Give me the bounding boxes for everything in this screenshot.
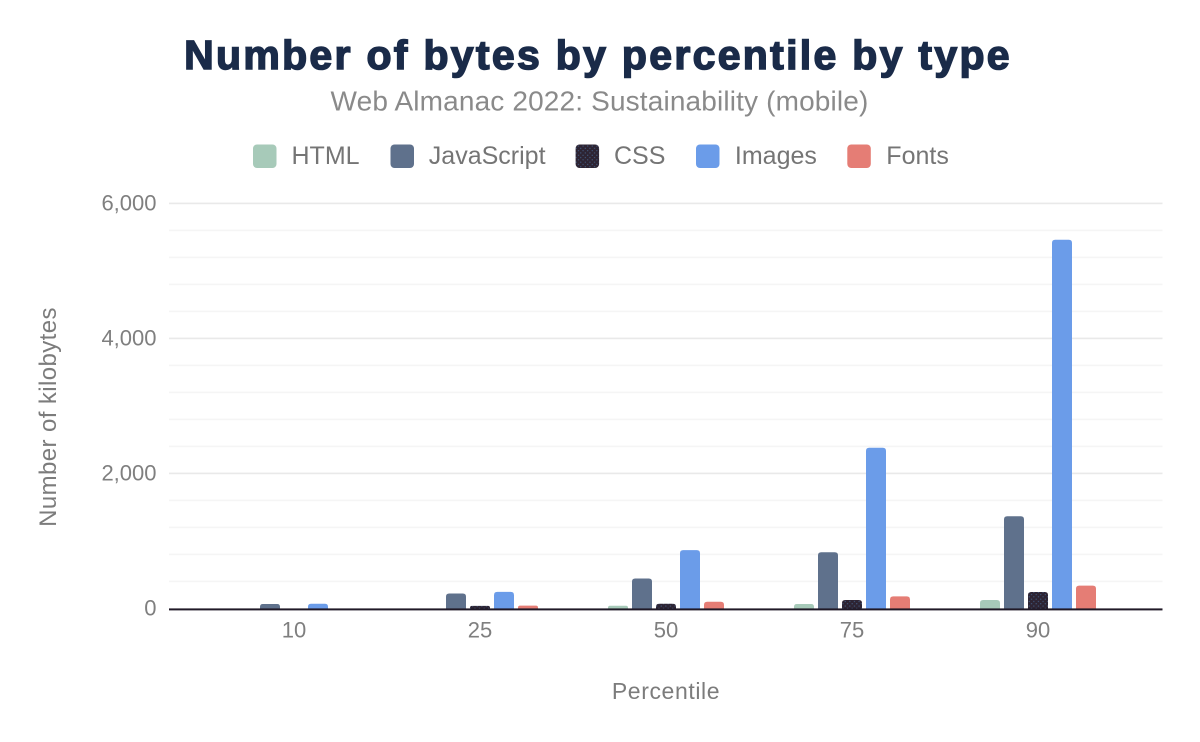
svg-text:HTML: HTML: [292, 142, 360, 170]
svg-text:2,000: 2,000: [101, 460, 156, 485]
svg-text:50: 50: [654, 618, 678, 643]
svg-text:Web Almanac 2022: Sustainabili: Web Almanac 2022: Sustainability (mobile…: [331, 86, 869, 117]
svg-text:90: 90: [1026, 618, 1050, 643]
svg-text:25: 25: [468, 618, 492, 643]
svg-text:Number of kilobytes: Number of kilobytes: [35, 307, 62, 527]
svg-text:Images: Images: [735, 142, 817, 170]
svg-text:Percentile: Percentile: [612, 678, 720, 704]
svg-text:CSS: CSS: [614, 142, 665, 170]
svg-text:6,000: 6,000: [101, 190, 156, 215]
svg-text:4,000: 4,000: [101, 325, 156, 350]
svg-text:Fonts: Fonts: [886, 142, 949, 170]
svg-text:75: 75: [840, 618, 864, 643]
svg-text:10: 10: [282, 618, 306, 643]
svg-text:0: 0: [144, 595, 156, 620]
svg-text:JavaScript: JavaScript: [429, 142, 546, 170]
svg-text:Number of bytes by percentile: Number of bytes by percentile by type: [184, 32, 1012, 78]
